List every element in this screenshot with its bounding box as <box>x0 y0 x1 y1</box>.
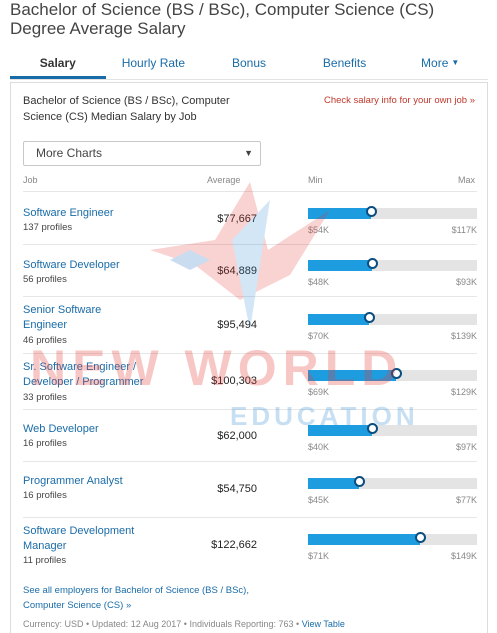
column-header-min: Min <box>308 175 323 185</box>
tab-bar: Salary Hourly Rate Bonus Benefits More ▼ <box>10 52 488 80</box>
job-link[interactable]: Software Engineer <box>23 207 114 219</box>
tab-salary-label: Salary <box>39 56 76 70</box>
range-max: $149K <box>450 551 477 561</box>
range-max: $93K <box>455 277 477 287</box>
range-max: $139K <box>450 331 477 341</box>
average-salary: $54,750 <box>217 483 257 495</box>
job-link[interactable]: Programmer Analyst <box>23 475 123 487</box>
salary-range-bar <box>308 532 477 545</box>
tab-more[interactable]: More ▼ <box>392 52 488 79</box>
average-marker <box>365 206 377 217</box>
table-row: Programmer Analyst 16 profiles $54,750 $… <box>23 461 477 517</box>
salary-range-bar <box>308 476 477 489</box>
caret-down-icon: ▼ <box>451 58 460 67</box>
profile-count: 16 profiles <box>23 490 67 501</box>
bar-fill <box>308 314 369 325</box>
page-title: Bachelor of Science (BS / BSc), Computer… <box>10 0 435 38</box>
range-min: $45K <box>308 495 330 505</box>
average-marker <box>363 312 375 323</box>
tab-hourly-rate[interactable]: Hourly Rate <box>106 52 202 79</box>
average-salary: $62,000 <box>217 430 257 442</box>
view-table-link[interactable]: View Table <box>301 619 345 629</box>
separator-dot: • <box>296 619 302 629</box>
job-link[interactable]: Sr. Software Engineer / Developer / Prog… <box>23 361 144 388</box>
select-value: More Charts <box>36 146 103 160</box>
profile-count: 137 profiles <box>23 222 73 233</box>
range-max: $77K <box>455 495 477 505</box>
average-marker <box>353 476 365 487</box>
range-min: $48K <box>308 277 330 287</box>
range-min: $71K <box>308 551 330 561</box>
range-max: $97K <box>455 442 477 452</box>
range-min: $70K <box>308 331 330 341</box>
tab-benefits[interactable]: Benefits <box>297 52 393 79</box>
average-marker <box>390 368 402 379</box>
tab-salary[interactable]: Salary <box>10 52 106 79</box>
average-marker <box>367 423 379 434</box>
tab-benefits-label: Benefits <box>322 56 367 70</box>
average-salary: $122,662 <box>211 539 257 551</box>
tab-bonus[interactable]: Bonus <box>201 52 297 79</box>
see-all-employers-link[interactable]: See all employers for Bachelor of Scienc… <box>23 585 249 611</box>
average-salary: $64,889 <box>217 265 257 277</box>
reporting-label: Individuals Reporting: 763 <box>189 619 294 629</box>
table-row: Senior Software Engineer 46 profiles $95… <box>23 296 477 353</box>
tab-hourly-rate-label: Hourly Rate <box>121 56 186 70</box>
salary-table: Software Engineer 137 profiles $77,667 $… <box>23 191 477 573</box>
tab-more-label: More <box>421 56 449 70</box>
salary-range-bar <box>308 258 477 271</box>
table-row: Software Development Manager 11 profiles… <box>23 517 477 573</box>
range-min: $69K <box>308 387 330 397</box>
table-row: Sr. Software Engineer / Developer / Prog… <box>23 353 477 409</box>
average-marker <box>414 532 426 543</box>
bar-fill <box>308 260 373 271</box>
profile-count: 11 profiles <box>23 555 67 566</box>
profile-count: 16 profiles <box>23 438 67 449</box>
dropdown-arrow-icon: ▼ <box>244 148 253 158</box>
tab-bonus-label: Bonus <box>231 56 266 70</box>
salary-range-bar <box>308 368 477 381</box>
profile-count: 46 profiles <box>23 335 67 346</box>
separator-dot: • <box>86 619 92 629</box>
job-link[interactable]: Senior Software Engineer <box>23 304 102 331</box>
column-header-max: Max <box>457 175 475 185</box>
bar-fill <box>308 208 371 219</box>
table-row: Software Engineer 137 profiles $77,667 $… <box>23 191 477 244</box>
table-row: Software Developer 56 profiles $64,889 $… <box>23 244 477 296</box>
range-max: $129K <box>450 387 477 397</box>
bar-fill <box>308 478 359 489</box>
job-link[interactable]: Software Developer <box>23 259 120 271</box>
range-min: $40K <box>308 442 330 452</box>
panel-heading: Bachelor of Science (BS / BSc), Computer… <box>23 95 230 123</box>
salary-range-bar <box>308 312 477 325</box>
column-header-job: Job <box>23 175 38 185</box>
salary-panel: Bachelor of Science (BS / BSc), Computer… <box>10 82 488 633</box>
average-marker <box>367 258 379 269</box>
profile-count: 33 profiles <box>23 392 67 403</box>
salary-range-bar <box>308 206 477 219</box>
profile-count: 56 profiles <box>23 274 67 285</box>
column-header-average: Average <box>207 175 241 185</box>
updated-label: Updated: 12 Aug 2017 <box>91 619 182 629</box>
footer-meta: Currency: USD • Updated: 12 Aug 2017 • I… <box>23 619 345 629</box>
bar-fill <box>308 370 396 381</box>
range-min: $54K <box>308 225 330 235</box>
table-row: Web Developer 16 profiles $62,000 $40K $… <box>23 409 477 461</box>
more-charts-select[interactable]: More Charts ▼ <box>23 141 261 166</box>
bar-fill <box>308 534 420 545</box>
average-salary: $95,494 <box>217 319 257 331</box>
average-salary: $77,667 <box>217 213 257 225</box>
job-link[interactable]: Software Development Manager <box>23 525 135 552</box>
job-link[interactable]: Web Developer <box>23 423 99 435</box>
salary-range-bar <box>308 423 477 436</box>
separator-dot: • <box>183 619 190 629</box>
bar-fill <box>308 425 373 436</box>
average-salary: $100,303 <box>211 375 257 387</box>
check-salary-link[interactable]: Check salary info for your own job » <box>323 95 475 106</box>
currency-label: Currency: USD <box>23 619 84 629</box>
range-max: $117K <box>451 225 477 235</box>
